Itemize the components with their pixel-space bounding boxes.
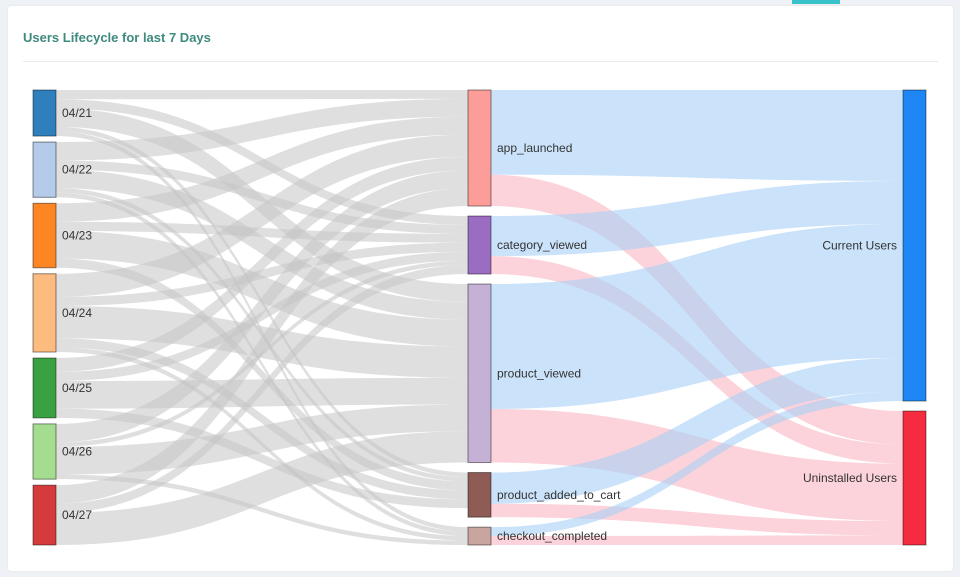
node-04-24[interactable] [32,273,57,353]
nodes-layer [32,89,927,546]
link-0422-to-applaunched[interactable] [56,98,468,161]
link-categoryviewed-to-currentusers[interactable] [491,180,903,257]
node-label-current-users: Current Users [822,239,897,253]
link-0426-to-checkoutcompleted[interactable] [56,474,468,545]
link-productaddedtocart-to-currentusers[interactable] [491,357,903,504]
link-0424-to-applaunched[interactable] [56,134,468,297]
node-label-04-23: 04/23 [62,229,92,243]
link-productviewed-to-currentusers[interactable] [491,223,903,409]
title-divider [23,61,938,62]
node-label-04-22: 04/22 [62,163,92,177]
node-label-product-viewed: product_viewed [497,366,581,380]
link-0425-to-productaddedtocart[interactable] [56,408,468,509]
node-label-04-26: 04/26 [62,445,92,459]
link-0423-to-productaddedtocart[interactable] [56,258,468,491]
node-04-27[interactable] [32,484,57,546]
link-0424-to-productaddedtocart[interactable] [56,338,468,500]
link-0426-to-applaunched[interactable] [56,170,468,443]
node-label-04-25: 04/25 [62,381,92,395]
active-tab-indicator [792,0,840,4]
link-0422-to-checkoutcompleted[interactable] [56,192,468,537]
node-label-uninstalled-users: Uninstalled Users [803,471,897,485]
link-0427-to-applaunched[interactable] [56,188,468,504]
chart-title: Users Lifecycle for last 7 Days [23,30,211,45]
node-label-04-27: 04/27 [62,508,92,522]
node-04-21[interactable] [32,89,57,137]
node-label-checkout-completed: checkout_completed [497,529,607,543]
node-uninstalled-users[interactable] [902,410,927,546]
link-applaunched-to-currentusers[interactable] [491,90,903,181]
node-product-viewed[interactable] [467,283,492,464]
node-04-26[interactable] [32,423,57,480]
node-label-app-launched: app_launched [497,141,572,155]
link-checkoutcompleted-to-uninstalledusers[interactable] [491,535,903,545]
link-0422-to-productviewed[interactable] [56,169,468,320]
link-0421-to-applaunched[interactable] [56,90,468,100]
link-0425-to-categoryviewed[interactable] [56,251,468,382]
labels-layer: 04/21 04/22 04/23 04/24 04/25 04/26 04/27 app_l… [62,106,897,543]
node-product-added-to-cart[interactable] [467,472,492,518]
node-label-category-viewed: category_viewed [497,238,587,252]
link-checkoutcompleted-to-currentusers[interactable] [491,391,903,537]
node-label-04-21: 04/21 [62,106,92,120]
node-04-23[interactable] [32,202,57,269]
node-label-product-added-to-cart: product_added_to_cart [497,488,621,502]
node-label-04-24: 04/24 [62,306,92,320]
node-app-launched[interactable] [467,89,492,207]
node-04-22[interactable] [32,141,57,198]
link-0427-to-categoryviewed[interactable] [56,265,468,513]
link-0422-to-categoryviewed[interactable] [56,160,468,234]
link-0427-to-productviewed[interactable] [56,431,468,545]
link-0423-to-applaunched[interactable] [56,116,468,222]
node-checkout-completed[interactable] [467,526,492,546]
link-0424-to-categoryviewed[interactable] [56,242,468,306]
link-productaddedtocart-to-uninstalledusers[interactable] [491,503,903,536]
link-0425-to-applaunched[interactable] [56,156,468,372]
node-04-25[interactable] [32,357,57,419]
links-layer [56,90,903,545]
node-category-viewed[interactable] [467,215,492,275]
node-current-users[interactable] [902,89,927,402]
